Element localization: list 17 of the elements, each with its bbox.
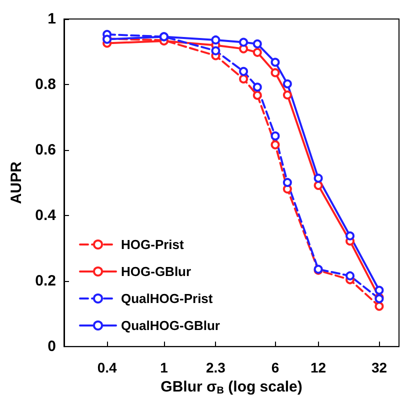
y-tick-label: 0.8 <box>35 76 56 94</box>
y-tick-label: 0 <box>48 338 56 356</box>
x-tick-label: 6 <box>271 360 280 376</box>
x-tick-label: 12 <box>310 360 326 376</box>
y-axis-title: AUPR <box>8 161 25 204</box>
legend-label: HOG-GBlur <box>121 264 192 279</box>
y-tick-label: 1 <box>48 10 56 28</box>
x-tick-label: 32 <box>371 360 388 376</box>
x-tick-label: 0.4 <box>97 360 117 376</box>
legend-label: HOG-Prist <box>121 237 185 252</box>
y-tick-label: 0.6 <box>35 142 56 159</box>
y-tick-label: 0.2 <box>35 272 56 290</box>
y-tick-label: 0.4 <box>35 207 57 224</box>
x-tick-label: 1 <box>160 360 168 376</box>
x-tick-label: 2.3 <box>206 360 226 376</box>
legend-label: QualHOG-GBlur <box>121 318 220 333</box>
legend-label: QualHOG-Prist <box>121 291 214 306</box>
